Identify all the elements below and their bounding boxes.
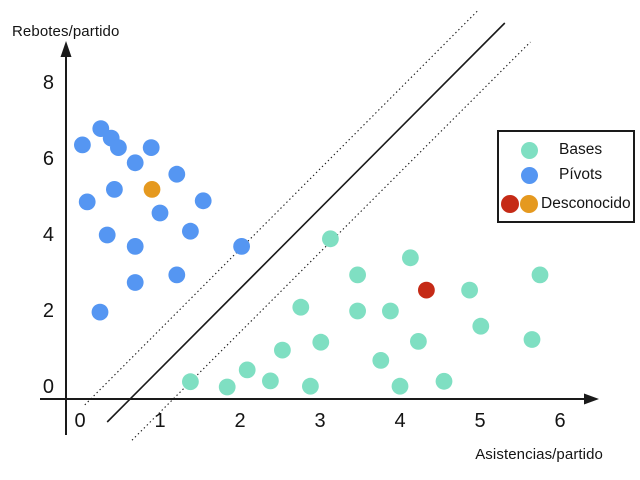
data-point-bases	[262, 372, 279, 390]
data-point-pivots	[78, 193, 96, 211]
margin-line-0	[84, 9, 479, 406]
data-point-pivots	[74, 136, 91, 154]
data-point-pivots	[98, 226, 116, 244]
y-tick-label: 6	[42, 148, 54, 170]
desconocido-orange-dot-icon	[520, 195, 538, 213]
y-axis-arrow-icon	[60, 41, 72, 57]
data-point-bases	[531, 266, 549, 284]
x-tick-label: 6	[554, 410, 566, 432]
y-tick-label: 2	[42, 300, 54, 322]
data-point-bases	[410, 333, 427, 350]
data-point-bases	[372, 352, 390, 369]
data-point-bases	[435, 372, 453, 390]
data-point-pivots	[142, 139, 160, 157]
data-point-pivots	[182, 222, 199, 240]
data-point-desconocido-rojo	[418, 281, 435, 299]
data-point-pivots	[110, 139, 127, 157]
bases-dot-icon	[521, 141, 538, 159]
data-point-pivots	[168, 165, 186, 183]
data-point-bases	[238, 361, 256, 379]
data-point-bases	[391, 377, 409, 395]
data-point-bases	[523, 331, 541, 348]
legend: Bases Pívots Desconocido	[497, 130, 635, 223]
legend-label-pivots: Pívots	[559, 166, 603, 183]
data-point-pivots	[126, 154, 144, 172]
legend-label-bases: Bases	[559, 141, 603, 158]
data-point-bases	[322, 230, 339, 248]
legend-item-pivots: Pívots	[521, 165, 602, 185]
data-point-pivots	[194, 192, 212, 210]
data-point-pivots	[168, 266, 186, 284]
decision-boundary-line	[106, 22, 506, 423]
legend-item-bases: Bases	[521, 140, 602, 160]
data-point-bases	[292, 298, 310, 316]
data-point-pivots	[151, 204, 169, 222]
data-point-pivots	[106, 181, 123, 198]
data-point-bases	[302, 377, 319, 395]
data-point-bases	[402, 249, 419, 267]
x-tick-label: 3	[314, 410, 326, 432]
x-tick-label: 5	[474, 410, 486, 432]
data-point-bases	[182, 373, 199, 391]
data-point-bases	[472, 317, 490, 335]
legend-item-desconocido: Desconocido	[501, 194, 631, 214]
desconocido-red-dot-icon	[501, 195, 519, 213]
x-tick-label: 2	[234, 410, 246, 432]
data-point-bases	[349, 302, 366, 320]
data-point-pivots	[233, 238, 251, 255]
data-point-bases	[461, 281, 478, 299]
pivots-dot-icon	[521, 166, 538, 184]
data-point-pivots	[91, 303, 109, 321]
data-point-bases	[349, 266, 366, 284]
x-tick-label: 4	[394, 410, 406, 432]
data-point-bases	[312, 333, 330, 351]
data-point-pivots	[126, 274, 144, 291]
y-tick-label: 4	[42, 224, 54, 246]
data-point-desconocido-naranja	[143, 181, 161, 198]
x-tick-label: 1	[154, 410, 166, 432]
x-axis-arrow-icon	[584, 393, 599, 405]
data-point-bases	[274, 341, 291, 359]
y-axis-title: Rebotes/partido	[12, 23, 120, 40]
y-tick-label: 0	[42, 376, 54, 398]
data-point-bases	[382, 302, 399, 320]
x-axis-title: Asistencias/partido	[475, 446, 603, 463]
y-tick-label: 8	[42, 72, 54, 94]
x-tick-label: 0	[74, 410, 86, 432]
data-point-pivots	[126, 238, 144, 255]
legend-label-desconocido: Desconocido	[541, 195, 631, 212]
data-point-bases	[218, 378, 236, 396]
